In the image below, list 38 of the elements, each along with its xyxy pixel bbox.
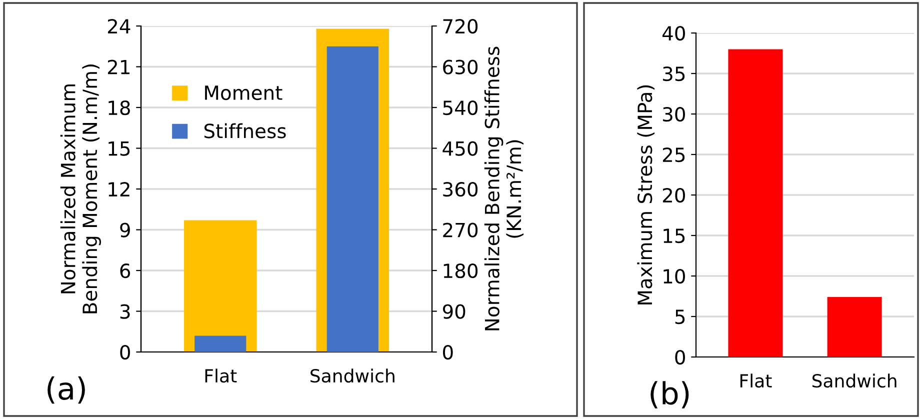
y2-tick-label: 540 [443, 100, 478, 116]
y-tick-label: 12 [108, 182, 130, 196]
y-tick-label: 15 [664, 228, 685, 244]
y2-tick-label: 270 [443, 222, 478, 238]
y-tick-label: 18 [108, 100, 130, 116]
y-tick-label: 20 [662, 188, 685, 203]
y-tick-label: 3 [120, 304, 130, 319]
y2-tick-label: 720 [443, 18, 478, 34]
y2-tick-label: 630 [443, 60, 478, 74]
y2-tick-label: 0 [443, 344, 453, 360]
y2-tick-label: 180 [444, 263, 478, 278]
y-tick-label: 0 [675, 350, 685, 365]
legend-label: Stiffness [204, 123, 286, 138]
y-tick-label: 30 [663, 106, 685, 122]
y-axis-title: Normalized Maximum Bending Moment (N.m/m) [60, 64, 101, 314]
y-tick-label: 35 [663, 66, 685, 82]
y-tick-label: 10 [664, 268, 685, 284]
legend-label: Moment [205, 86, 282, 100]
y2-tick-label: 360 [443, 182, 478, 197]
y-tick-label: 9 [120, 222, 130, 238]
y-tick-label: 15 [108, 141, 130, 156]
y2-axis-title: Normalized Bending Stiffness (KN.m²/m) [484, 46, 524, 330]
y-tick-label: 5 [675, 310, 685, 324]
y-tick-label: 6 [120, 263, 130, 278]
y2-tick-label: 450 [442, 141, 478, 156]
y-tick-label: 40 [662, 26, 685, 41]
x-tick-label: Flat [740, 374, 772, 388]
y-tick-label: 25 [662, 147, 685, 162]
y2-tick-label: 90 [442, 304, 466, 319]
text: (a) [48, 376, 85, 404]
y-tick-label: 0 [120, 344, 130, 360]
y-tick-label: 24 [108, 18, 130, 34]
x-tick-label: Flat [205, 368, 237, 383]
y-tick-label: 21 [108, 60, 130, 74]
y-axis-title: Maximum Stress (MPa) [637, 85, 654, 304]
x-tick-label: Sandwich [310, 368, 394, 383]
text: (b) [650, 381, 689, 408]
x-tick-label: Sandwich [812, 374, 896, 388]
